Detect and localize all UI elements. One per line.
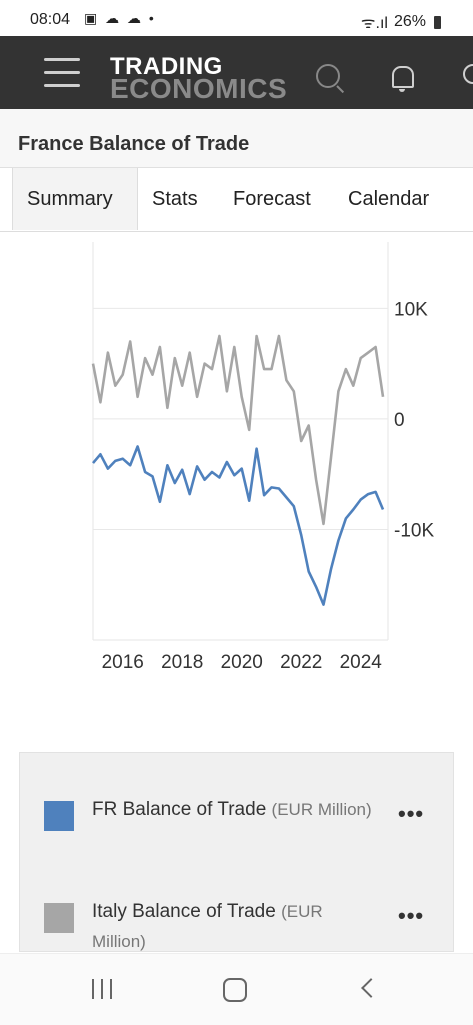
battery-level: 26% xyxy=(393,13,426,30)
logo-line-2: ECONOMICS xyxy=(110,73,288,104)
page-title: France Balance of Trade xyxy=(18,133,250,155)
x-tick-label: 2016 xyxy=(102,652,144,673)
y-tick-label: 0 xyxy=(394,410,405,431)
legend-italy-unit: (EUR Million) xyxy=(92,902,323,951)
title-bar: France Balance of Trade xyxy=(0,109,473,168)
battery-icon xyxy=(434,15,441,29)
y-tick-label: -10K xyxy=(394,520,434,541)
status-bar: 08:04 ▣ ☁ ☁ • ᯤ.ıl 26% xyxy=(0,0,473,36)
signal-icon: ᯤ.ıl xyxy=(360,15,388,32)
legend-swatch-italy xyxy=(44,903,74,933)
app-header: TRADING ECONOMICS xyxy=(0,36,473,109)
more-options-icon[interactable]: ••• xyxy=(398,801,425,826)
x-tick-label: 2018 xyxy=(161,652,203,673)
legend-swatch-fr xyxy=(44,801,74,831)
chart-series xyxy=(91,334,385,606)
search-icon[interactable] xyxy=(316,64,340,88)
legend-fr-unit: (EUR Million) xyxy=(271,800,372,819)
more-options-icon[interactable]: ••• xyxy=(398,903,425,928)
status-right: ᯤ.ıl 26% xyxy=(361,11,441,33)
y-axis-labels: 10K 0 -10K xyxy=(394,299,434,541)
x-axis-labels: 2016 2018 2020 2022 2024 xyxy=(102,652,383,673)
legend-italy-label: Italy Balance of Trade xyxy=(92,901,276,922)
tab-stats[interactable]: Stats xyxy=(152,188,198,210)
user-icon[interactable] xyxy=(463,64,473,84)
tab-calendar[interactable]: Calendar xyxy=(348,188,430,210)
legend-fr-label: FR Balance of Trade xyxy=(92,799,267,820)
status-time: 08:04 xyxy=(30,11,71,28)
chart-grid xyxy=(92,242,389,641)
tab-bar: Summary Stats Forecast Calendar xyxy=(0,168,473,232)
x-tick-label: 2024 xyxy=(340,652,383,673)
android-nav-bar xyxy=(0,953,473,1025)
legend-label-fr: FR Balance of Trade (EUR Million) xyxy=(92,795,372,825)
back-icon[interactable] xyxy=(361,978,381,998)
menu-icon[interactable] xyxy=(44,58,80,88)
series-line-italy xyxy=(91,334,385,526)
line-chart[interactable]: 10K 0 -10K 2016 2018 2020 2022 2024 xyxy=(18,232,454,752)
tab-summary[interactable]: Summary xyxy=(12,168,138,230)
x-tick-label: 2020 xyxy=(221,652,263,673)
series-line-fr xyxy=(92,445,385,606)
x-tick-label: 2022 xyxy=(280,652,322,673)
y-tick-label: 10K xyxy=(394,299,428,320)
legend: FR Balance of Trade (EUR Million) ••• It… xyxy=(19,752,454,952)
legend-label-italy: Italy Balance of Trade (EUR Million) xyxy=(92,897,372,957)
notification-icons: ▣ ☁ ☁ • xyxy=(84,10,156,26)
home-icon[interactable] xyxy=(223,978,247,1002)
tab-forecast[interactable]: Forecast xyxy=(233,188,311,210)
chart-container: 10K 0 -10K 2016 2018 2020 2022 2024 xyxy=(18,232,454,752)
logo[interactable]: TRADING ECONOMICS xyxy=(110,53,288,104)
recent-apps-icon[interactable] xyxy=(92,979,114,999)
logo-line-1: TRADING xyxy=(110,53,223,80)
bell-icon[interactable] xyxy=(392,66,414,92)
